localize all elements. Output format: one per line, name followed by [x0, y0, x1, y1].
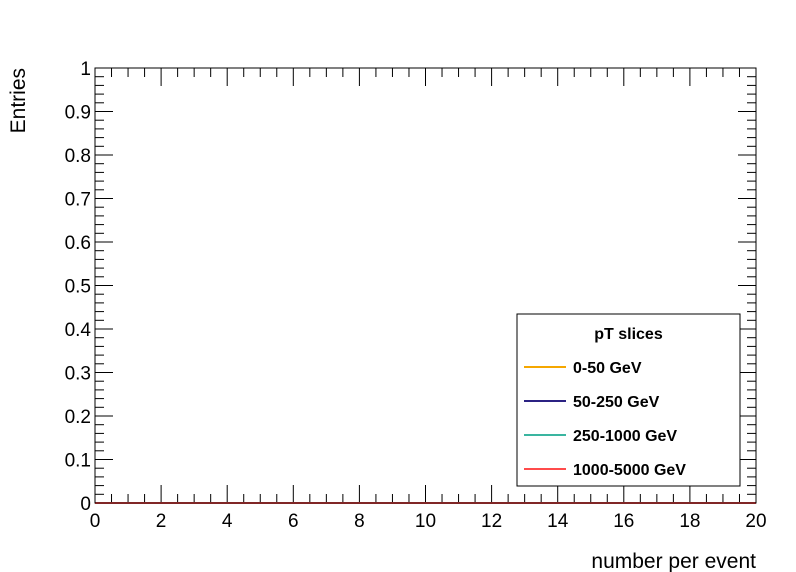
- y-tick-label: 0.7: [65, 190, 91, 211]
- x-tick-label: 10: [415, 511, 436, 532]
- x-tick-label: 16: [613, 511, 634, 532]
- x-tick-label: 8: [354, 511, 365, 532]
- plot-frame: [94, 67, 757, 504]
- x-axis-title: number per event: [591, 550, 756, 572]
- y-tick-label: 0.2: [65, 407, 91, 428]
- y-tick-label: 0.9: [65, 103, 91, 124]
- x-tick-label: 6: [288, 511, 299, 532]
- legend-label: 0-50 GeV: [573, 360, 642, 377]
- y-tick-label: 0.3: [65, 364, 91, 385]
- x-tick-label: 18: [679, 511, 700, 532]
- y-tick-label: 0.6: [65, 233, 91, 254]
- y-tick-label: 0.1: [65, 451, 91, 472]
- y-tick-labels: 0 0.1 0.2 0.3 0.4 0.5 0.6 0.7 0.8 0.9 1: [65, 59, 92, 515]
- y-tick-label: 0.4: [65, 320, 92, 341]
- legend-title: pT slices: [594, 326, 663, 343]
- legend-entries: 0-50 GeV 50-250 GeV 250-1000 GeV 1000-5000 …: [524, 360, 686, 479]
- legend: pT slices 0-50 GeV 50-250 GeV 250-1000 GeV…: [516, 313, 741, 487]
- y-tick-label: 0.8: [65, 146, 91, 167]
- y-axis-title: Entries: [7, 68, 30, 133]
- legend-label: 250-1000 GeV: [573, 428, 677, 445]
- y-tick-label: 0: [80, 494, 91, 515]
- x-tick-label: 0: [90, 511, 101, 532]
- legend-label: 1000-5000 GeV: [573, 462, 686, 479]
- y-tick-label: 1: [80, 59, 91, 80]
- x-tick-label: 20: [745, 511, 766, 532]
- x-tick-label: 12: [481, 511, 502, 532]
- y-tick-label: 0.5: [65, 277, 91, 298]
- x-tick-label: 4: [222, 511, 233, 532]
- legend-label: 50-250 GeV: [573, 394, 660, 411]
- x-tick-label: 2: [156, 511, 167, 532]
- x-tick-labels: 0 2 4 6 8 10 12 14 16 18 20: [90, 511, 767, 532]
- axis-ticks: [94, 67, 757, 504]
- x-tick-label: 14: [547, 511, 569, 532]
